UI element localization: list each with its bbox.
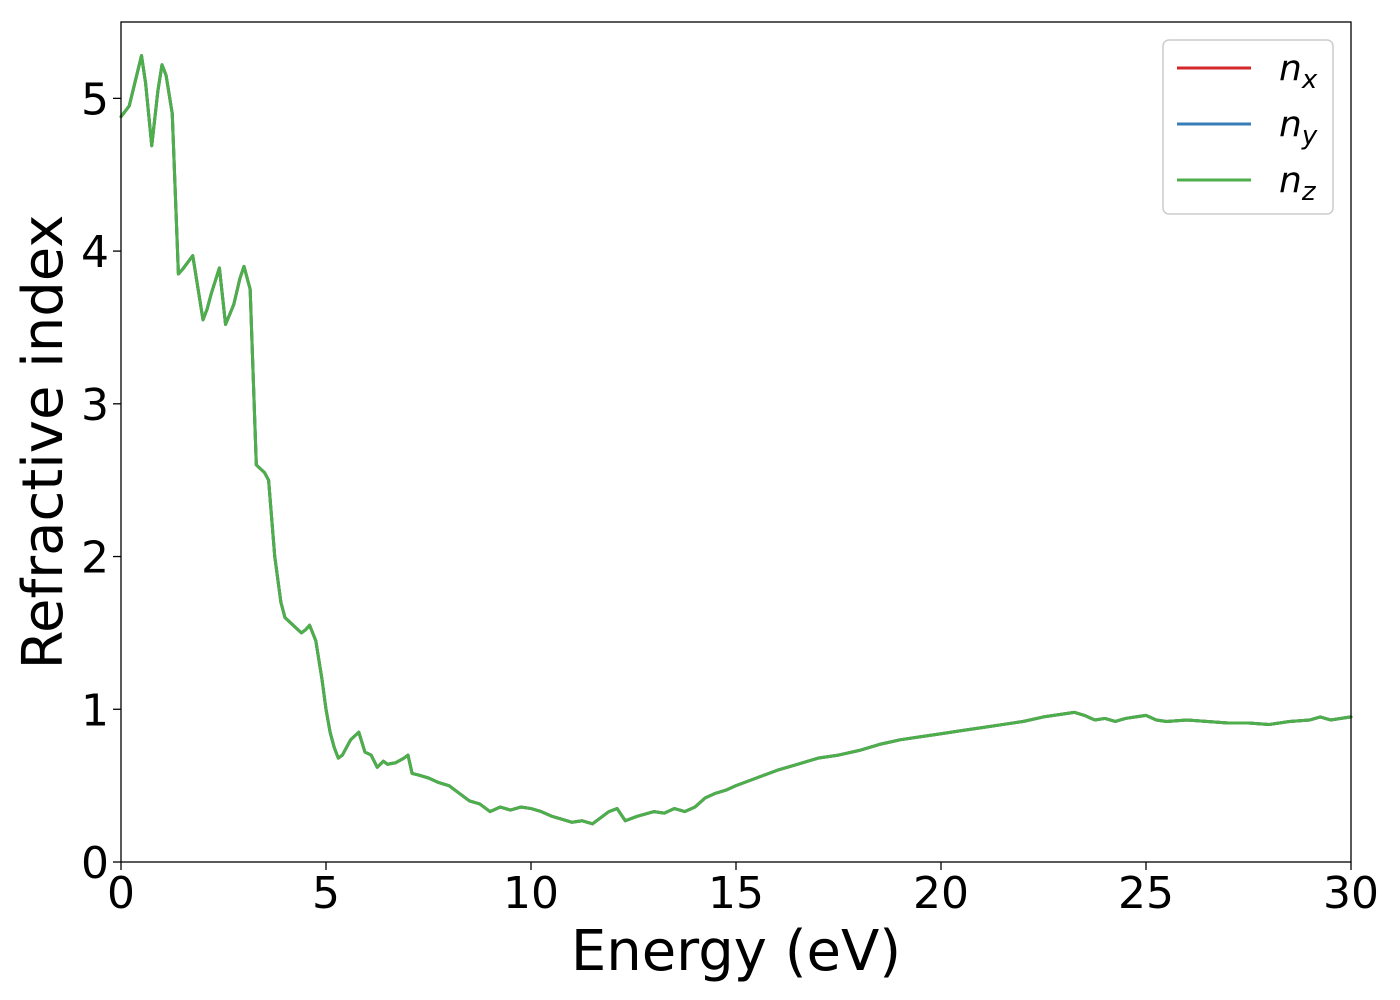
series-line-n-z xyxy=(119,54,1353,826)
x-tick-label: 25 xyxy=(1118,868,1174,919)
legend-label-base: n xyxy=(1279,160,1302,201)
legend-box xyxy=(1162,39,1334,215)
y-tick-label: 3 xyxy=(81,380,109,431)
legend-label: nz xyxy=(1279,160,1317,207)
x-tick-label: 5 xyxy=(312,868,340,919)
y-axis-title: Refractive index xyxy=(11,215,76,670)
legend-label-subscript: z xyxy=(1301,177,1317,207)
x-axis-ticks: 0 5 10 15 20 25 30 xyxy=(107,862,1379,919)
y-tick-label: 2 xyxy=(81,533,109,584)
x-tick-label: 20 xyxy=(913,868,969,919)
x-tick-label: 15 xyxy=(708,868,764,919)
series-layer xyxy=(119,54,1353,826)
legend-label-base: n xyxy=(1279,48,1302,89)
x-tick-label: 30 xyxy=(1323,868,1379,919)
y-axis-ticks: 0 1 2 3 4 5 xyxy=(81,74,121,889)
legend-label: nx xyxy=(1279,48,1318,95)
y-tick-label: 1 xyxy=(81,685,109,736)
legend-label-subscript: y xyxy=(1301,121,1318,151)
legend-label-base: n xyxy=(1279,104,1302,145)
x-tick-label: 0 xyxy=(107,868,135,919)
legend-label-subscript: x xyxy=(1301,65,1318,95)
x-axis-title: Energy (eV) xyxy=(571,919,901,984)
legend-label: ny xyxy=(1279,104,1318,151)
y-tick-label: 0 xyxy=(81,838,109,889)
y-tick-label: 4 xyxy=(81,227,109,278)
x-tick-label: 10 xyxy=(503,868,559,919)
y-tick-label: 5 xyxy=(81,74,109,125)
